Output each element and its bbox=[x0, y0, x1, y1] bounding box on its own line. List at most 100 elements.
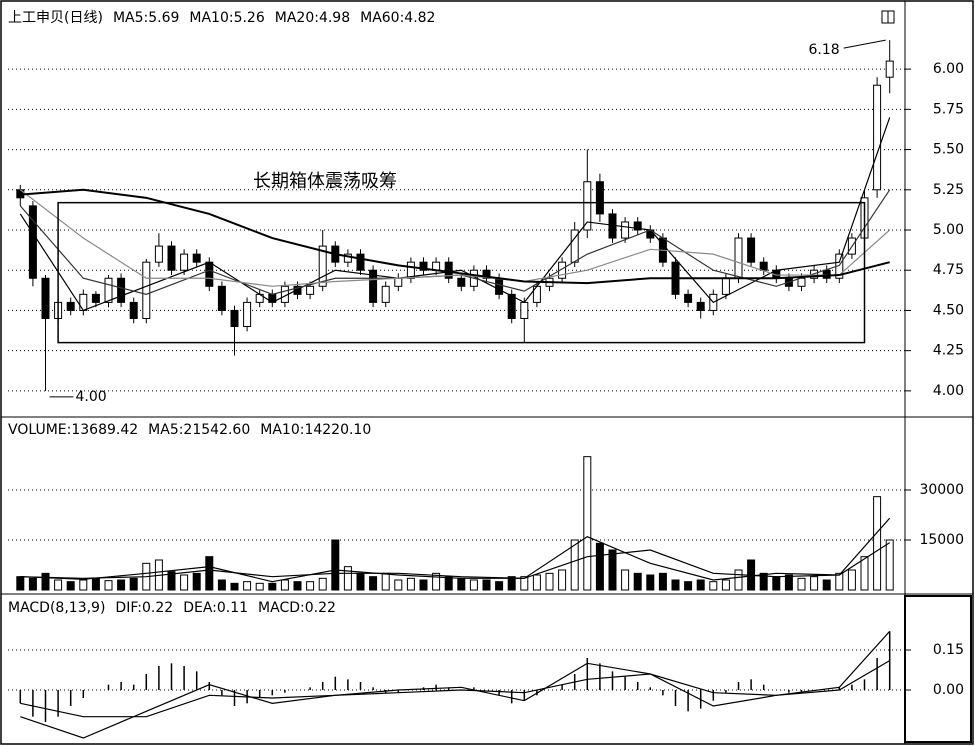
volume-bar bbox=[772, 576, 781, 591]
volume-bar bbox=[822, 579, 831, 591]
candle-body bbox=[192, 253, 201, 263]
y-tick-label: 5.75 bbox=[933, 101, 964, 117]
volume-bar bbox=[671, 579, 680, 591]
volume-bar bbox=[595, 542, 604, 591]
candle-body bbox=[583, 181, 592, 231]
volume-bar bbox=[192, 572, 201, 591]
volume-bar bbox=[381, 572, 390, 591]
volume-bar bbox=[545, 572, 554, 591]
volume-bar bbox=[835, 572, 844, 591]
candle-body bbox=[759, 261, 768, 271]
volume-bar bbox=[469, 579, 478, 591]
y-tick-label: 4.50 bbox=[933, 302, 964, 318]
candle-body bbox=[696, 301, 705, 311]
volume-bar bbox=[759, 572, 768, 591]
volume-bar bbox=[268, 582, 277, 591]
candle-body bbox=[444, 261, 453, 279]
candle-body bbox=[394, 277, 403, 287]
volume-bar bbox=[293, 581, 302, 591]
panel-title: 上工申贝(日线) bbox=[8, 10, 103, 26]
point-label: 6.18 bbox=[809, 42, 840, 58]
y-tick-label: 15000 bbox=[919, 532, 964, 548]
candle-body bbox=[406, 261, 415, 279]
candle-body bbox=[621, 221, 630, 239]
legend-entry: MA60:4.82 bbox=[360, 10, 435, 26]
candle-body bbox=[873, 84, 882, 191]
point-label: 4.00 bbox=[76, 389, 107, 405]
volume-bar bbox=[797, 577, 806, 591]
candle-body bbox=[721, 277, 730, 295]
volume-bar bbox=[394, 579, 403, 591]
volume-bar bbox=[331, 539, 340, 591]
candle-body bbox=[217, 285, 226, 311]
volume-bar bbox=[432, 572, 441, 591]
candle-body bbox=[66, 301, 75, 311]
legend-entry: MA5:5.69 bbox=[113, 10, 179, 26]
candle-body bbox=[495, 277, 504, 295]
candle-body bbox=[885, 60, 894, 78]
volume-bar bbox=[230, 582, 239, 591]
volume-bar bbox=[621, 569, 630, 591]
legend-entry: MA20:4.98 bbox=[275, 10, 350, 26]
legend-entry: MA10:5.26 bbox=[189, 10, 264, 26]
volume-bar bbox=[583, 456, 592, 591]
volume-bar bbox=[520, 576, 529, 591]
candle-body bbox=[369, 269, 378, 303]
indicator-line bbox=[19, 189, 891, 287]
candle-body bbox=[356, 253, 365, 271]
volume-bar bbox=[369, 576, 378, 591]
legend-entry: MA5:21542.60 bbox=[148, 422, 250, 438]
point-arrow bbox=[843, 39, 886, 49]
candle-body bbox=[79, 293, 88, 311]
candle-body bbox=[243, 301, 252, 328]
volume-bar bbox=[495, 581, 504, 591]
y-tick-label: 5.25 bbox=[933, 182, 964, 198]
volume-bar bbox=[684, 581, 693, 591]
candle-body bbox=[797, 277, 806, 287]
volume-bar bbox=[633, 572, 642, 591]
volume-bar bbox=[406, 577, 415, 591]
volume-bar bbox=[104, 580, 113, 591]
candle-body bbox=[734, 237, 743, 279]
legend-entry: DEA:0.11 bbox=[183, 600, 248, 616]
volume-bar bbox=[28, 577, 37, 591]
volume-bar bbox=[444, 576, 453, 591]
y-tick-label: 0.00 bbox=[933, 682, 964, 698]
y-tick-label: 5.00 bbox=[933, 222, 964, 238]
volume-bar bbox=[79, 579, 88, 591]
candle-body bbox=[104, 277, 113, 303]
candle-body bbox=[230, 309, 239, 328]
indicator-line bbox=[20, 542, 891, 579]
candle-body bbox=[419, 261, 428, 271]
volume-bar bbox=[129, 577, 138, 591]
y-tick-label: 5.50 bbox=[933, 142, 964, 158]
volume-bar bbox=[646, 574, 655, 591]
range-box bbox=[57, 201, 866, 344]
volume-bar bbox=[167, 571, 176, 591]
candle-body bbox=[129, 301, 138, 319]
candle-body bbox=[595, 181, 604, 215]
volume-bar bbox=[558, 569, 567, 591]
legend-entry: MA10:14220.10 bbox=[260, 422, 371, 438]
volume-bar bbox=[180, 574, 189, 591]
volume-bar bbox=[873, 496, 882, 591]
candle-body bbox=[142, 261, 151, 319]
volume-bar bbox=[243, 581, 252, 591]
volume-bar bbox=[810, 576, 819, 591]
candle-body bbox=[684, 293, 693, 303]
y-tick-label: 4.25 bbox=[933, 343, 964, 359]
volume-bar bbox=[318, 577, 327, 591]
volume-bar bbox=[217, 579, 226, 591]
candle-body bbox=[457, 277, 466, 287]
volume-bar bbox=[91, 577, 100, 591]
panel-title: VOLUME:13689.42 bbox=[8, 422, 138, 438]
candle-body bbox=[293, 285, 302, 295]
y-tick-label: 4.75 bbox=[933, 262, 964, 278]
volume-bar bbox=[860, 556, 869, 591]
indicator-line bbox=[20, 517, 891, 583]
candle-body bbox=[482, 269, 491, 279]
y-tick-label: 30000 bbox=[919, 482, 964, 498]
volume-bar bbox=[532, 574, 541, 591]
